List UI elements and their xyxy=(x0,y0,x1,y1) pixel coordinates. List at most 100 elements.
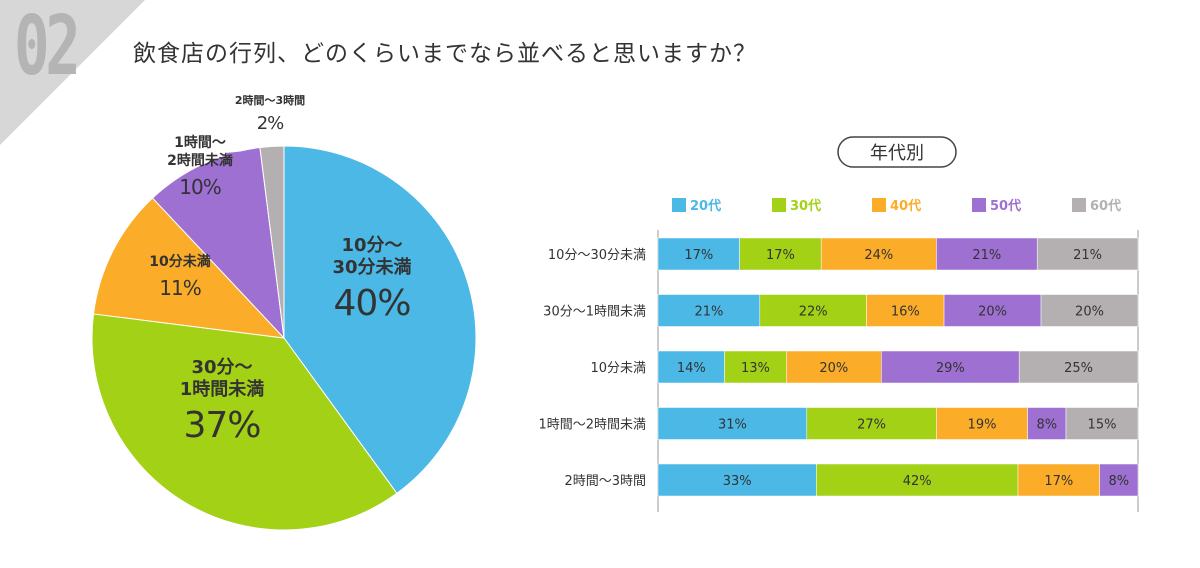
bar-segment xyxy=(759,294,867,327)
bar-value-label: 21% xyxy=(1073,248,1102,263)
bar-segment xyxy=(786,350,882,384)
pie-category-label: 30分～ xyxy=(191,357,252,378)
legend-swatch xyxy=(772,198,786,212)
pie-slice xyxy=(283,145,477,495)
bar-value-label: 16% xyxy=(891,305,920,320)
pie-slice xyxy=(91,313,398,531)
bar-value-label: 17% xyxy=(766,248,795,263)
legend-label: 40代 xyxy=(890,198,921,214)
bar-segment xyxy=(1018,350,1139,384)
bar-segment xyxy=(816,463,1019,497)
bar-category-label: 1時間～2時間未満 xyxy=(538,418,646,433)
pie-slice xyxy=(259,145,285,339)
pie-category-label: 2時間未満 xyxy=(167,152,233,169)
bar-value-label: 24% xyxy=(864,248,893,263)
bar-segment xyxy=(866,294,945,327)
pie-label-group: 2時間～3時間 2% xyxy=(235,93,305,134)
bar-segment xyxy=(1027,407,1067,440)
legend-label: 20代 xyxy=(690,198,721,214)
bar-value-label: 8% xyxy=(1036,418,1057,433)
pie-category-label: 10分～ xyxy=(341,235,402,256)
legend-swatch xyxy=(1072,198,1086,212)
legend-item: 60代 xyxy=(1072,198,1121,214)
bar-category-label: 10分未満 xyxy=(590,361,646,376)
bar-value-label: 31% xyxy=(718,418,747,433)
legend-label: 60代 xyxy=(1090,198,1121,214)
bar-value-label: 29% xyxy=(936,361,965,376)
chart-title-pill xyxy=(837,136,957,168)
bar-value-label: 33% xyxy=(723,474,752,489)
bar-value-label: 15% xyxy=(1088,418,1117,433)
bar-category-label: 2時間～3時間 xyxy=(564,474,646,489)
legend-swatch xyxy=(872,198,886,212)
legend-label: 50代 xyxy=(990,198,1021,214)
bar-value-label: 21% xyxy=(972,248,1001,263)
legend-item: 40代 xyxy=(872,198,921,214)
bar-value-label: 42% xyxy=(903,474,932,489)
stacked-bar-chart: 年代別 20代 30代 40代 50代 60代 10分～30分未満 17% 17% 24% 21% 2… xyxy=(538,136,1139,512)
bar-category-label: 30分～1時間未満 xyxy=(543,305,646,320)
bar-value-label: 27% xyxy=(857,418,886,433)
pie-label-group: 1時間～2時間未満 10% xyxy=(167,134,233,199)
bar-segment xyxy=(943,294,1042,327)
legend-item: 50代 xyxy=(972,198,1021,214)
bar-segment xyxy=(657,407,808,440)
legend-item: 20代 xyxy=(672,198,721,214)
bar-segment xyxy=(657,350,725,384)
bar-segment xyxy=(1040,294,1139,327)
bar-segment xyxy=(820,237,937,271)
pie-value-label: 2% xyxy=(257,113,284,134)
bar-segment xyxy=(657,463,817,497)
legend-swatch xyxy=(972,198,986,212)
legend-swatch xyxy=(672,198,686,212)
bar-segment xyxy=(881,350,1020,384)
chart-title-group: 年代別 xyxy=(837,136,957,168)
pie-category-label: 1時間～ xyxy=(174,134,226,151)
bar-value-label: 21% xyxy=(694,305,723,320)
bar-segment xyxy=(657,294,761,327)
pie-category-label: 1時間未満 xyxy=(180,378,265,400)
pie-value-label: 37% xyxy=(183,405,260,446)
bar-segment xyxy=(1099,463,1139,497)
chart-title: 年代別 xyxy=(870,143,924,164)
bar-segment xyxy=(739,237,822,271)
pie-value-label: 10% xyxy=(179,175,220,199)
pie-chart: 10分～30分未満 40% 30分～1時間未満 37% 10分未満 11% 1時間～2時間未… xyxy=(91,93,477,531)
bar-segment xyxy=(657,237,740,271)
legend-item: 30代 xyxy=(772,198,821,214)
bar-value-label: 20% xyxy=(1075,305,1104,320)
pie-slice xyxy=(92,197,286,339)
pie-leader-line xyxy=(225,151,247,155)
bar-segment xyxy=(724,350,787,384)
pie-category-label: 30分未満 xyxy=(332,256,411,278)
pie-slice xyxy=(151,146,285,340)
bar-segment xyxy=(806,407,937,440)
bar-value-label: 8% xyxy=(1108,474,1129,489)
bar-segment xyxy=(1065,407,1139,440)
bar-value-label: 14% xyxy=(677,361,706,376)
bar-value-label: 17% xyxy=(1044,474,1073,489)
bar-value-label: 25% xyxy=(1064,361,1093,376)
bar-segment xyxy=(936,407,1028,440)
pie-label-group: 30分～1時間未満 37% xyxy=(180,357,265,446)
bar-segment xyxy=(1017,463,1100,497)
pie-label-group: 10分未満 11% xyxy=(149,253,210,300)
pie-value-label: 40% xyxy=(333,283,410,324)
bar-value-label: 17% xyxy=(684,248,713,263)
question-number: 02 xyxy=(14,0,81,94)
pie-category-label: 10分未満 xyxy=(149,253,210,270)
bar-category-label: 10分～30分未満 xyxy=(548,248,646,263)
pie-value-label: 11% xyxy=(159,276,200,300)
legend-label: 30代 xyxy=(790,198,821,214)
bar-value-label: 20% xyxy=(978,305,1007,320)
bar-value-label: 20% xyxy=(819,361,848,376)
question-title: 飲食店の行列、どのくらいまでなら並べると思いますか？ xyxy=(133,41,757,67)
bar-segment xyxy=(1036,237,1139,271)
bar-value-label: 19% xyxy=(968,418,997,433)
corner-decoration xyxy=(0,0,145,145)
bar-segment xyxy=(936,237,1038,271)
pie-category-label: 2時間～3時間 xyxy=(235,93,305,107)
pie-label-group: 10分～30分未満 40% xyxy=(332,235,411,324)
bar-value-label: 22% xyxy=(799,305,828,320)
bar-value-label: 13% xyxy=(741,361,770,376)
